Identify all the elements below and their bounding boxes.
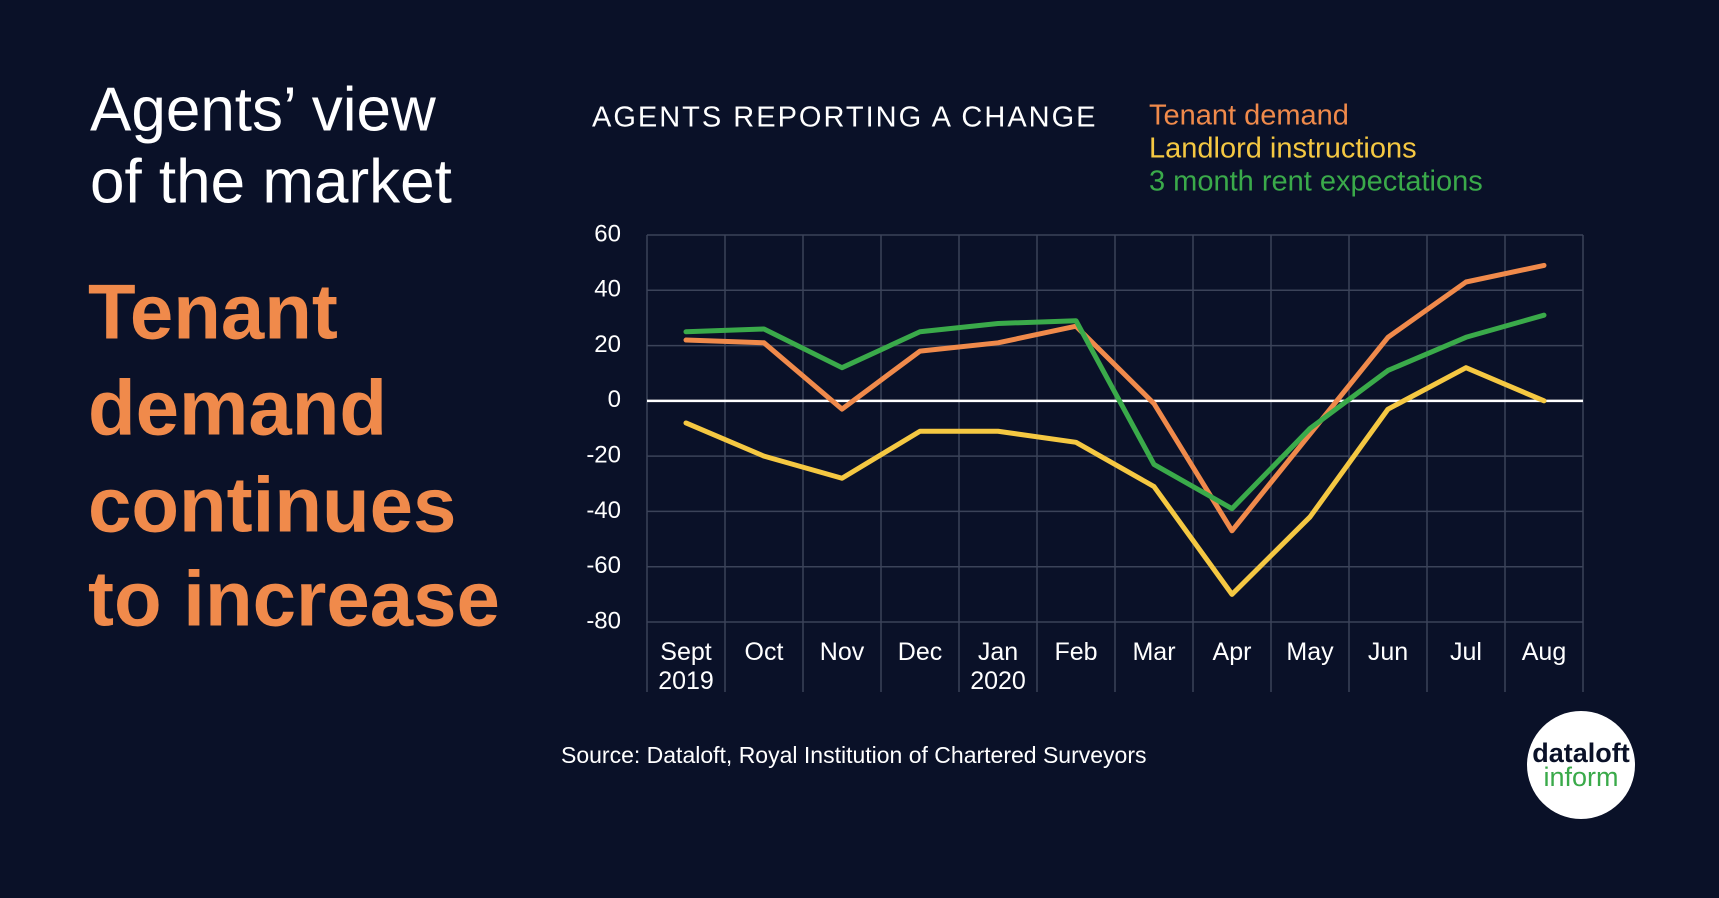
headline: continues: [88, 461, 456, 549]
legend-entry: 3 month rent expectations: [1149, 166, 1483, 198]
source: Source: Dataloft, Royal Institution of C…: [561, 742, 1147, 768]
heading: Agents’ view: [90, 75, 436, 144]
x-tick-label: May: [1286, 638, 1334, 666]
headline: Tenant: [88, 268, 338, 356]
series-line: [683, 365, 1547, 597]
y-tick-label: -40: [586, 497, 621, 524]
x-tick-label: Mar: [1132, 638, 1175, 666]
x-tick-label: Sept 2019: [658, 638, 714, 695]
y-tick-label: 20: [594, 331, 621, 358]
chart-title: AGENTS REPORTING A CHANGE: [592, 102, 1098, 134]
y-tick-label: -20: [586, 441, 621, 468]
y-tick-label: 0: [608, 386, 621, 413]
x-tick-label: Jan 2020: [970, 638, 1026, 695]
x-tick-label: Jun: [1368, 638, 1408, 666]
x-tick-label: Feb: [1054, 638, 1097, 666]
logo-text: inform: [1543, 762, 1618, 792]
y-tick-label: -80: [586, 607, 621, 634]
y-tick-label: -60: [586, 552, 621, 579]
heading: of the market: [90, 147, 452, 216]
legend-entry: Landlord instructions: [1149, 133, 1417, 165]
y-tick-label: 40: [594, 276, 621, 303]
y-tick-label: 60: [594, 220, 621, 247]
x-tick-label: Apr: [1213, 638, 1252, 666]
logo-circle: [1527, 711, 1635, 819]
x-tick-label: Aug: [1522, 638, 1566, 666]
x-tick-label: Oct: [745, 638, 784, 666]
series-line: [683, 312, 1547, 512]
x-tick-label: Nov: [820, 638, 865, 666]
series-line: [683, 262, 1547, 534]
logo-text: dataloft: [1532, 738, 1630, 768]
x-tick-label: Dec: [898, 638, 942, 666]
x-tick-label: Jul: [1450, 638, 1482, 666]
legend-entry: Tenant demand: [1149, 100, 1349, 132]
headline: to increase: [88, 555, 500, 643]
headline: demand: [88, 364, 387, 452]
